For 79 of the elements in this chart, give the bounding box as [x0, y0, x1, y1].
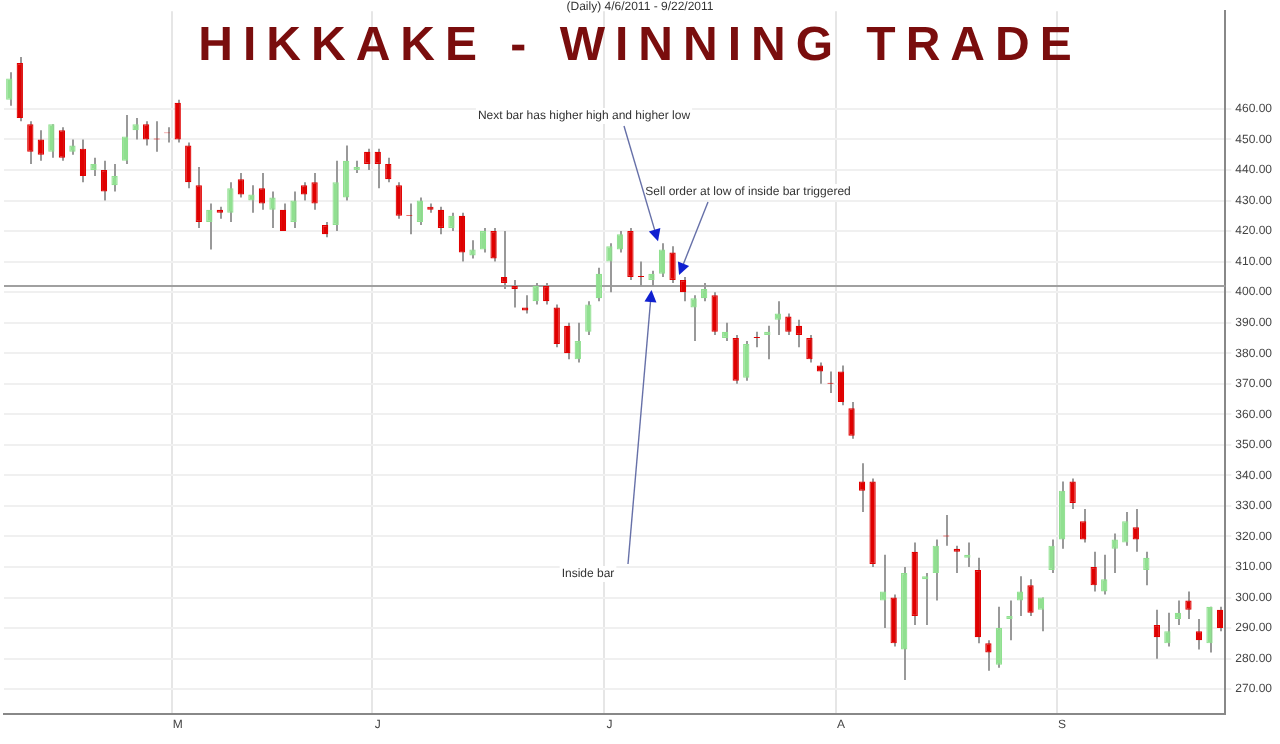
candlestick: [479, 227, 487, 254]
candlestick: [1069, 477, 1076, 510]
candlestick: [374, 147, 381, 190]
candlestick: [300, 181, 308, 202]
candlestick: [79, 138, 87, 184]
candlestick: [132, 117, 139, 141]
candlestick: [1216, 605, 1224, 633]
candlestick: [364, 147, 371, 171]
candlestick: [795, 318, 803, 349]
candlestick: [627, 227, 634, 281]
candlestick: [1195, 617, 1203, 651]
candlestick: [121, 114, 129, 165]
candlestick: [279, 202, 287, 233]
candlestick: [185, 141, 192, 190]
candlestick: [785, 312, 792, 336]
candlestick: [1164, 611, 1171, 648]
candlestick: [27, 120, 34, 165]
candlestick: [1111, 532, 1118, 575]
candlestick: [1006, 599, 1013, 642]
candlestick: [1122, 511, 1129, 547]
candlestick: [890, 593, 897, 648]
candlestick: [206, 202, 213, 251]
candlestick: [58, 126, 66, 162]
candlestick: [564, 321, 571, 361]
candlestick: [553, 303, 560, 349]
candlestick: [995, 605, 1003, 669]
candlestick: [1101, 553, 1108, 596]
candlestick: [1048, 538, 1055, 575]
candlestick: [953, 544, 960, 575]
candlestick: [174, 98, 181, 144]
candlestick: [385, 156, 392, 184]
candlestick: [343, 144, 350, 202]
candlestick: [711, 291, 718, 336]
candlestick: [1016, 575, 1024, 617]
candlestick: [1058, 480, 1066, 550]
candlestick: [227, 181, 234, 223]
candlestick: [37, 129, 45, 162]
candlestick: [195, 165, 202, 230]
candlestick: [585, 300, 592, 336]
chart-title: HIKKAKE - WINNING TRADE: [196, 18, 1084, 74]
candlestick: [111, 162, 118, 193]
candlestick: [764, 324, 771, 361]
candlestick: [6, 71, 13, 107]
candlestick: [574, 321, 581, 364]
candlestick: [722, 321, 729, 343]
candlestick: [922, 572, 929, 627]
candlestick: [616, 230, 624, 254]
candlestick: [879, 553, 887, 630]
candlestick: [1132, 507, 1139, 553]
candlestick: [743, 340, 750, 382]
candlestick: [437, 205, 445, 236]
candlestick: [1037, 596, 1045, 633]
candlestick: [448, 211, 455, 233]
candlestick: [48, 123, 55, 159]
candlestick: [964, 541, 971, 569]
candlestick: [237, 172, 245, 199]
candlestick: [806, 333, 813, 364]
candlestick: [1143, 550, 1150, 587]
candlestick: [690, 294, 697, 343]
candlestick: [332, 159, 339, 233]
candlestick: [490, 227, 497, 263]
candlestick: [932, 538, 939, 602]
candlestick: [1185, 590, 1192, 620]
candlestick: [100, 159, 108, 202]
candlestick: [1153, 608, 1161, 660]
candlestick: [258, 172, 266, 211]
candlestick: [1090, 550, 1097, 593]
candlestick: [985, 639, 992, 672]
candlestick: [732, 333, 739, 385]
candlestick: [658, 242, 666, 278]
candlestick: [395, 181, 402, 220]
candlestick: [1080, 507, 1087, 544]
candlestick: [837, 364, 845, 407]
candlestick: [416, 196, 424, 226]
candlestick: [142, 120, 150, 147]
candlestick: [1174, 599, 1182, 627]
candlestick: [311, 172, 318, 211]
candlestick: [458, 211, 466, 263]
candlestick: [858, 462, 866, 514]
